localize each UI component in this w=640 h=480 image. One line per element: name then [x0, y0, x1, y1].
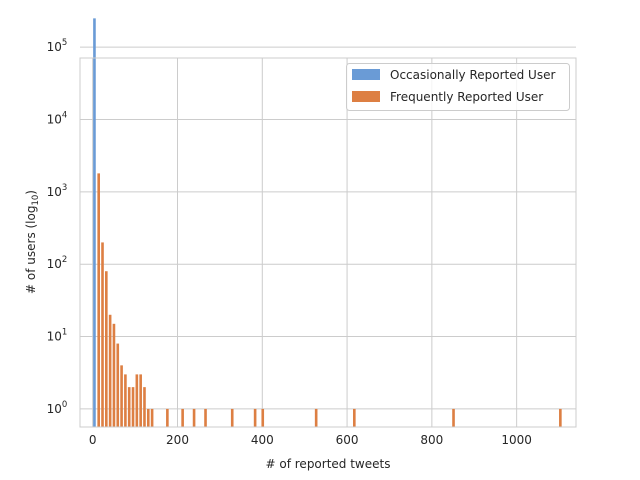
x-tick-label: 0	[89, 433, 97, 447]
legend-label-frequent: Frequently Reported User	[390, 90, 543, 104]
bar-frequently-reported	[143, 387, 146, 427]
bar-frequently-reported	[108, 314, 112, 427]
bar-frequently-reported	[116, 343, 120, 427]
y-tick-label: 102	[47, 255, 68, 271]
y-tick-exponent: 2	[62, 255, 67, 265]
bar-occasionally-reported	[93, 18, 96, 428]
y-tick-base: 10	[47, 40, 62, 54]
bar-frequently-reported	[135, 374, 139, 427]
bar-frequently-reported	[314, 408, 318, 427]
y-tick-base: 10	[47, 257, 62, 271]
bar-frequently-reported	[150, 408, 154, 427]
legend-frame	[346, 63, 570, 111]
y-tick-base: 10	[47, 402, 62, 416]
y-tick-base: 10	[47, 330, 62, 344]
y-tick-exponent: 5	[62, 38, 67, 48]
bar-frequently-reported	[105, 271, 108, 427]
bar-frequently-reported	[253, 408, 257, 427]
y-tick-exponent: 3	[62, 183, 67, 193]
bar-frequently-reported	[97, 173, 100, 427]
y-tick-exponent: 4	[62, 111, 67, 121]
bar-frequently-reported	[131, 387, 135, 427]
bar-frequently-reported	[127, 387, 131, 427]
bar-frequently-reported	[146, 408, 150, 427]
bar-frequently-reported	[124, 374, 127, 427]
y-tick-label: 100	[47, 400, 68, 416]
y-tick-exponent: 0	[62, 400, 67, 410]
y-tick-label: 103	[47, 183, 68, 199]
plot-frame	[79, 57, 577, 428]
bar-frequently-reported	[139, 374, 142, 427]
bar-frequently-reported	[120, 365, 123, 427]
legend-swatch-frequent	[352, 91, 380, 102]
grid	[80, 46, 576, 427]
bar-frequently-reported	[559, 408, 562, 427]
y-tick-label: 104	[47, 111, 68, 127]
bar-frequently-reported	[353, 408, 356, 427]
x-tick-label: 200	[166, 433, 189, 447]
y-tick-base: 10	[47, 113, 62, 127]
bars	[93, 18, 562, 428]
y-tick-label: 105	[47, 38, 68, 54]
bar-frequently-reported	[112, 323, 116, 427]
x-tick-label: 800	[420, 433, 443, 447]
x-tick-label: 600	[336, 433, 359, 447]
bar-frequently-reported	[230, 408, 234, 427]
legend: Occasionally Reported User Frequently Re…	[346, 63, 570, 111]
bar-frequently-reported	[181, 408, 184, 427]
legend-swatch-occasional	[352, 69, 380, 80]
y-tick-exponent: 1	[62, 328, 67, 338]
x-axis-label: # of reported tweets	[266, 457, 391, 471]
y-axis-label-main: # of users (log	[24, 206, 38, 294]
x-tick-label: 400	[251, 433, 274, 447]
y-tick-label: 101	[47, 328, 68, 344]
bar-frequently-reported	[452, 408, 455, 427]
bar-frequently-reported	[204, 408, 207, 427]
y-axis-label-subscript: 10	[31, 195, 41, 206]
y-tick-base: 10	[47, 185, 62, 199]
legend-label-occasional: Occasionally Reported User	[390, 68, 555, 82]
x-tick-labels: 0 200 400 600 800 1000	[89, 433, 532, 447]
plot-background	[80, 58, 576, 427]
bar-frequently-reported	[192, 408, 196, 427]
bar-frequently-reported	[166, 408, 169, 427]
bar-frequently-reported	[261, 408, 265, 427]
y-axis-label-close: )	[24, 190, 38, 195]
x-tick-label: 1000	[501, 433, 532, 447]
bar-frequently-reported	[101, 242, 104, 427]
y-axis-label: # of users (log10)	[24, 190, 41, 294]
